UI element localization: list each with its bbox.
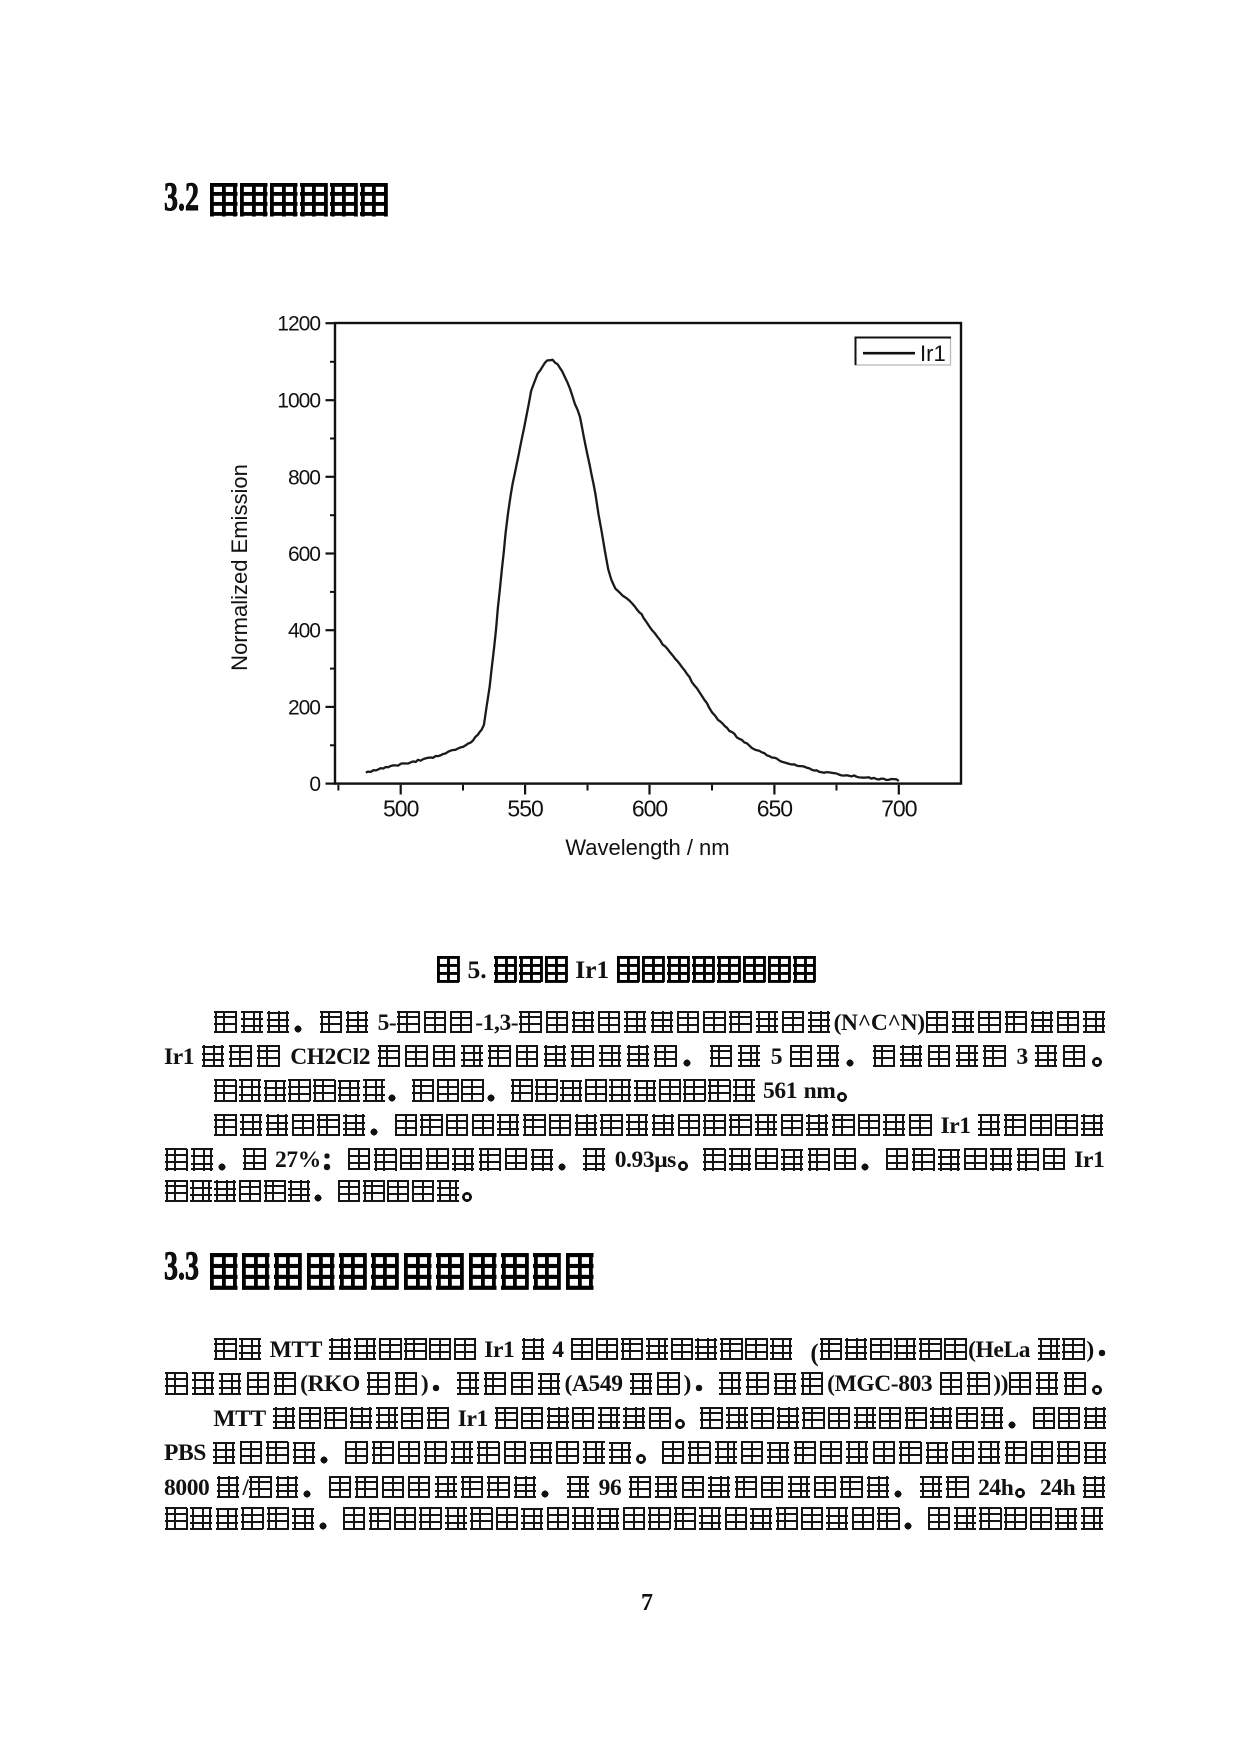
svg-text:1200: 1200 xyxy=(277,313,320,336)
svg-text:650: 650 xyxy=(757,796,793,822)
svg-text:0: 0 xyxy=(309,773,320,796)
svg-text:600: 600 xyxy=(632,796,668,822)
svg-text:Ir1: Ir1 xyxy=(920,341,946,366)
svg-text:1000: 1000 xyxy=(277,390,320,413)
svg-text:800: 800 xyxy=(288,466,320,489)
svg-text:550: 550 xyxy=(507,796,543,822)
svg-text:Normalized Emission: Normalized Emission xyxy=(227,464,252,671)
svg-text:700: 700 xyxy=(881,796,917,822)
svg-text:200: 200 xyxy=(288,696,320,719)
svg-text:500: 500 xyxy=(383,796,419,822)
svg-text:400: 400 xyxy=(288,620,320,643)
svg-text:Wavelength / nm: Wavelength / nm xyxy=(565,835,729,860)
svg-text:600: 600 xyxy=(288,543,320,566)
